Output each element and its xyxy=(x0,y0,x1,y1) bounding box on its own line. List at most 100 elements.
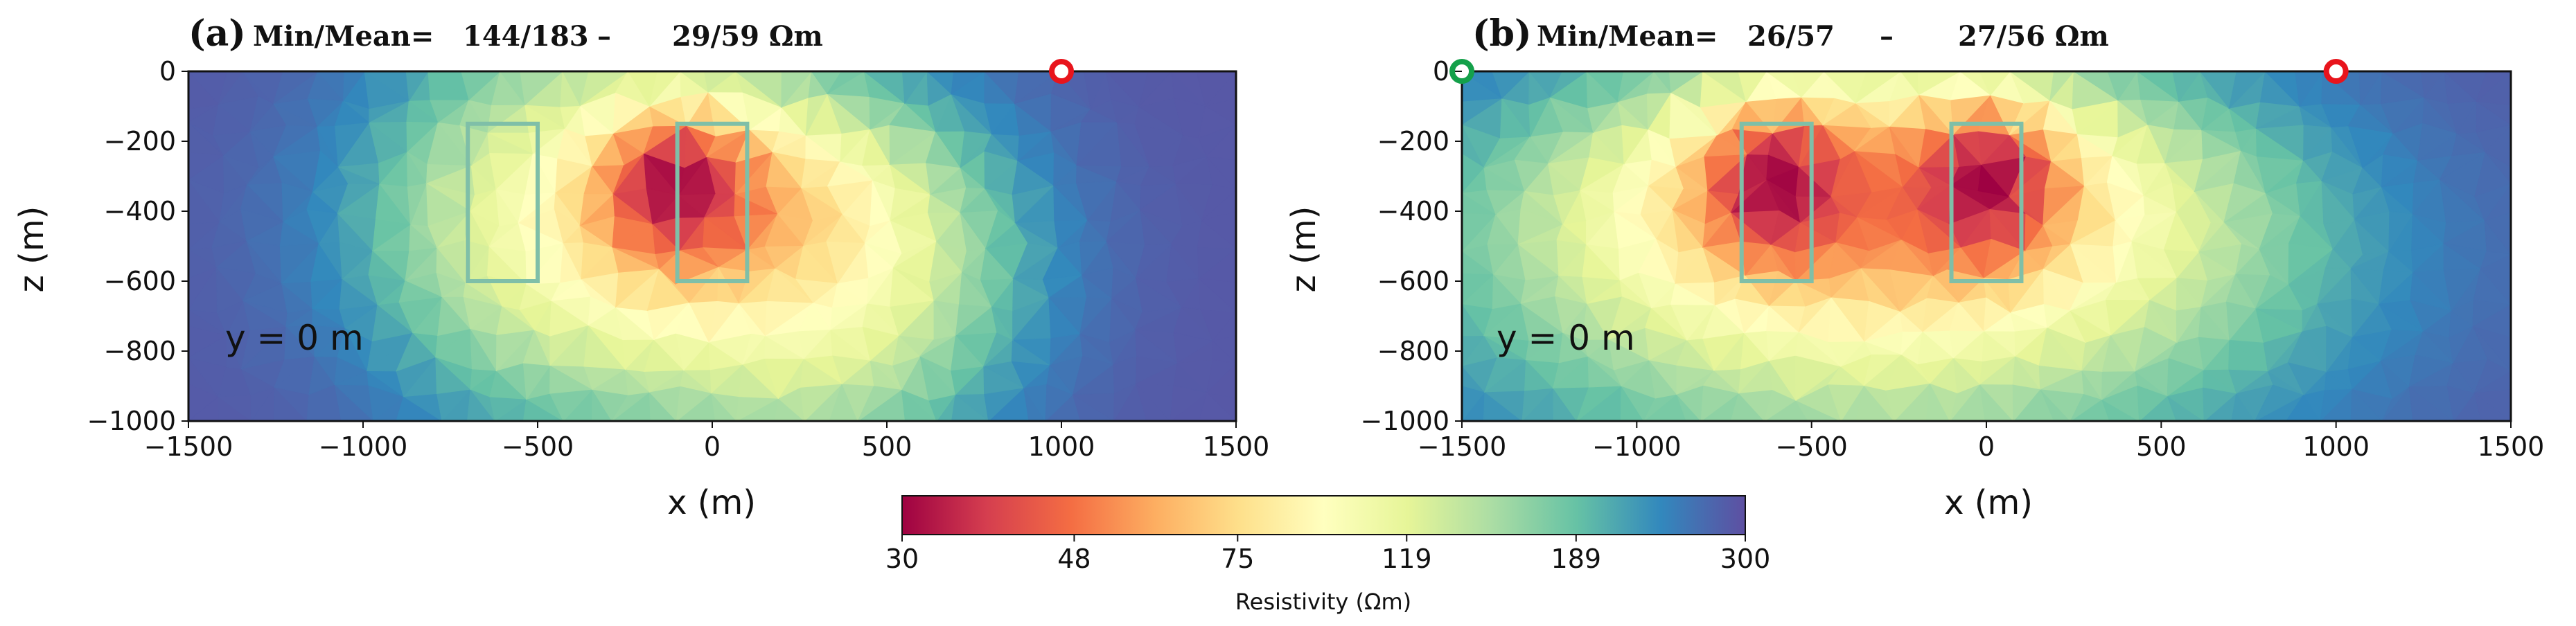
mesh-cell xyxy=(703,71,736,93)
x-tick-label: 500 xyxy=(862,431,912,462)
y-tick-label: −200 xyxy=(104,126,176,156)
colorbar-title: Resistivity (Ωm) xyxy=(1235,589,1411,615)
x-tick-label: −1500 xyxy=(1418,431,1507,462)
mesh-cell xyxy=(2107,71,2138,101)
y-tick-label: −400 xyxy=(104,196,176,226)
mesh-cell xyxy=(1979,71,2011,96)
mesh-cell xyxy=(1855,71,1902,104)
mesh-cell xyxy=(272,71,319,105)
slice-label: y = 0 m xyxy=(1497,318,1635,358)
mesh-cell xyxy=(520,71,563,106)
colorbar-gradient xyxy=(901,495,1746,535)
x-axis-ticks: −1500 −1000 −500 0 500 1000 1500 xyxy=(144,421,1270,462)
mesh-cell xyxy=(579,71,629,107)
x-axis-title: x (m) xyxy=(667,483,756,522)
x-axis-ticks: −1500 −1000 −500 0 500 1000 1500 xyxy=(1418,421,2545,462)
mesh-cell xyxy=(342,71,365,102)
mesh-cell xyxy=(1549,71,1588,98)
station-markers xyxy=(1049,59,1074,84)
mesh-cell xyxy=(218,71,243,105)
mesh-cell xyxy=(649,71,681,107)
colorbar-ticks: 30 48 75 119 189 300 xyxy=(885,535,1770,574)
block-outline xyxy=(466,121,540,283)
mesh-cell xyxy=(1668,71,1704,93)
mesh-cell xyxy=(1492,71,1530,99)
x-tick-label: 1000 xyxy=(1028,431,1095,462)
mesh-cell xyxy=(1014,71,1059,105)
panel-letter: (a) xyxy=(188,12,246,55)
colorbar: 30 48 75 119 189 300 Resistivity (Ωm) xyxy=(885,495,1770,615)
stats-first: 144/183 xyxy=(463,20,589,53)
mesh-cell xyxy=(2421,71,2445,98)
mesh-cell xyxy=(901,71,928,105)
y-tick-label: −800 xyxy=(1377,336,1449,366)
x-tick-label: 1500 xyxy=(2478,431,2545,462)
colorbar-tick-label: 75 xyxy=(1221,544,1254,574)
mesh-cell xyxy=(1917,71,1961,96)
mesh-cell xyxy=(461,71,501,100)
mesh-cell xyxy=(1792,71,1825,98)
slice-label: y = 0 m xyxy=(225,318,364,358)
mesh-cell xyxy=(2295,71,2323,107)
station-marker xyxy=(2323,59,2349,84)
panel-letter: (b) xyxy=(1472,12,1532,55)
mesh-cell xyxy=(2476,71,2511,102)
mesh-cell xyxy=(827,71,865,94)
x-tick-label: 500 xyxy=(2136,431,2187,462)
stats-second: 29/59 Ωm xyxy=(672,20,823,53)
block-outlines xyxy=(1739,121,2024,283)
heatmap-area xyxy=(1461,70,2512,422)
x-tick-label: −500 xyxy=(502,431,574,462)
y-tick-label: −600 xyxy=(1377,266,1449,296)
x-tick-label: −1000 xyxy=(319,431,408,462)
x-tick-label: −500 xyxy=(1775,431,1847,462)
mesh-cell xyxy=(1738,71,1767,102)
heatmap-area xyxy=(187,70,1237,422)
mesh-cell xyxy=(1196,71,1236,107)
y-tick-label: 0 xyxy=(159,56,176,87)
y-axis-ticks: 0 −200 −400 −600 −800 −1000 xyxy=(87,56,188,436)
y-axis-title: z (m) xyxy=(12,206,51,293)
block-outline xyxy=(1949,121,2024,283)
y-axis-ticks: 0 −200 −400 −600 −800 −1000 xyxy=(1360,56,1462,436)
stats-label: Min/Mean= xyxy=(1537,20,1718,53)
mesh-cell xyxy=(951,71,985,95)
panel-a: (a) Min/Mean= 144/183 – 29/59 Ωm −1500 −1… xyxy=(12,12,1269,522)
y-tick-label: −1000 xyxy=(87,406,176,436)
stats-label: Min/Mean= xyxy=(253,20,434,53)
stats-dash: – xyxy=(1880,20,1894,53)
stats-second: 27/56 Ωm xyxy=(1958,20,2109,53)
station-marker xyxy=(1049,59,1074,84)
block-outline xyxy=(1739,121,1814,283)
y-tick-label: −400 xyxy=(1377,196,1449,226)
y-axis-title: z (m) xyxy=(1285,206,1323,293)
mesh-cell xyxy=(2049,71,2074,102)
y-tick-label: −600 xyxy=(104,266,176,296)
mesh-cell xyxy=(2172,71,2201,102)
y-tick-label: −800 xyxy=(104,336,176,366)
block-outlines xyxy=(466,121,750,283)
colorbar-tick-label: 119 xyxy=(1382,544,1432,574)
stats-dash: – xyxy=(597,20,611,53)
stats-first: 26/57 xyxy=(1747,20,1835,53)
x-tick-label: 1000 xyxy=(2302,431,2370,462)
mesh-cell xyxy=(1083,71,1107,111)
colorbar-tick-label: 189 xyxy=(1551,544,1602,574)
resistivity-mesh xyxy=(1462,71,2511,421)
mesh-cell xyxy=(781,71,812,109)
x-tick-label: −1500 xyxy=(144,431,233,462)
colorbar-tick-label: 30 xyxy=(885,544,919,574)
y-tick-label: −200 xyxy=(1377,126,1449,156)
x-tick-label: 1500 xyxy=(1203,431,1270,462)
colorbar-tick-label: 300 xyxy=(1720,544,1771,574)
resistivity-mesh xyxy=(188,71,1236,421)
y-tick-label: −1000 xyxy=(1360,406,1449,436)
mesh-cell xyxy=(1617,71,1655,103)
mesh-cell xyxy=(2358,71,2383,106)
x-tick-label: 0 xyxy=(1978,431,1995,462)
colorbar-tick-label: 48 xyxy=(1057,544,1091,574)
block-outline xyxy=(675,121,750,283)
mesh-cell xyxy=(2228,71,2266,109)
panel-b: (b) Min/Mean= 26/57 – 27/56 Ωm −1500 −100… xyxy=(1285,12,2544,522)
